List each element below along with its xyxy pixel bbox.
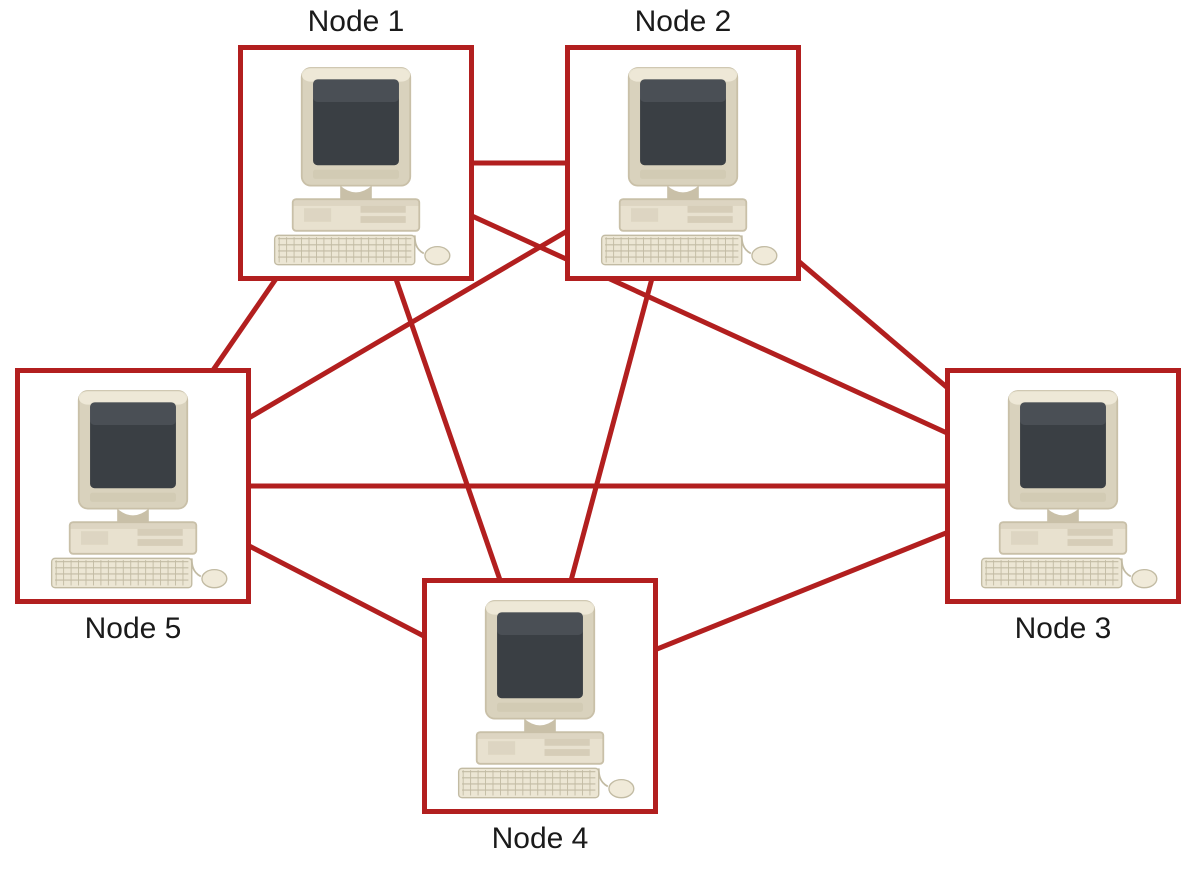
computer-icon [243, 50, 469, 276]
node-label-n1: Node 1 [308, 5, 405, 39]
computer-illustration [427, 583, 653, 809]
edge-n2-n3 [801, 263, 945, 385]
edge-n2-n4 [572, 281, 652, 578]
node-label-n4: Node 4 [492, 822, 589, 856]
edge-n3-n4 [658, 533, 945, 648]
computer-icon [20, 373, 246, 599]
node-n2 [565, 45, 801, 281]
edge-n1-n4 [397, 281, 500, 578]
node-n4 [422, 578, 658, 814]
node-label-n2: Node 2 [635, 5, 732, 39]
edge-n1-n5 [215, 281, 275, 368]
node-n1 [238, 45, 474, 281]
computer-icon [950, 373, 1176, 599]
computer-illustration [950, 373, 1176, 599]
computer-illustration [243, 50, 469, 276]
edge-n4-n5 [251, 547, 422, 635]
node-label-n5: Node 5 [85, 612, 182, 646]
computer-illustration [570, 50, 796, 276]
computer-icon [570, 50, 796, 276]
node-label-n3: Node 3 [1015, 612, 1112, 646]
computer-icon [427, 583, 653, 809]
computer-illustration [20, 373, 246, 599]
network-diagram: Node 1 Node 2 [0, 0, 1196, 888]
node-n3 [945, 368, 1181, 604]
node-n5 [15, 368, 251, 604]
